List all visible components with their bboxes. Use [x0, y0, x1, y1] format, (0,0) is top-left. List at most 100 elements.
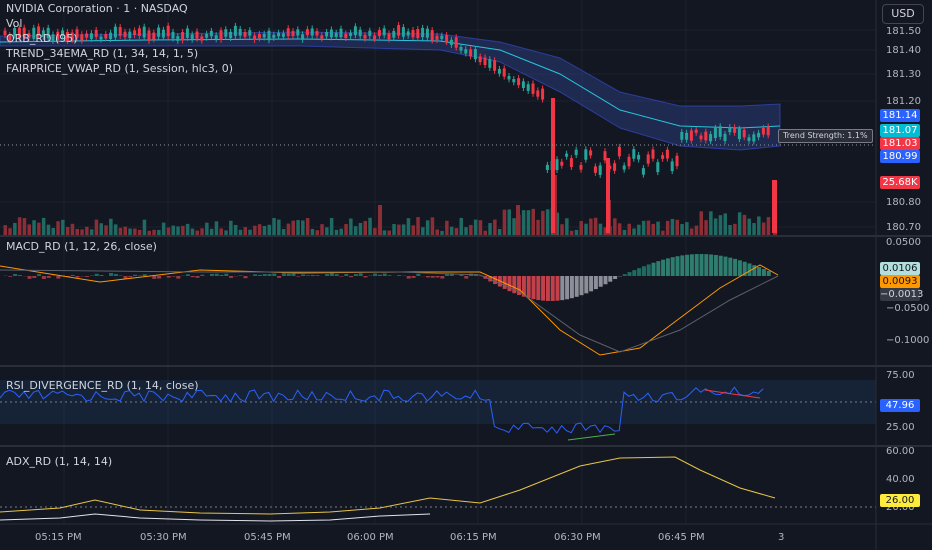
volume-bar [747, 218, 751, 235]
volume-bar [147, 230, 151, 235]
macd-tick: −0.1000 [886, 335, 930, 346]
volume-bar [329, 217, 334, 235]
currency-button[interactable]: USD [882, 4, 924, 24]
time-tick: 06:30 PM [554, 532, 601, 543]
volume-bar [459, 217, 463, 235]
macd-histogram-bar [641, 266, 646, 276]
volume-bar [233, 224, 238, 235]
volume-bar [651, 223, 655, 235]
volume-bar [478, 220, 483, 235]
volume-bar [238, 229, 243, 235]
volume-bar [449, 226, 454, 235]
candle-body [305, 29, 309, 36]
adx-tick: 40.00 [886, 474, 915, 485]
rsi-title[interactable]: RSI_DIVERGENCE_RD (1, 14, close) [6, 379, 199, 392]
macd-line [0, 264, 779, 356]
macd-histogram-bar [32, 276, 37, 278]
candle-body [497, 68, 501, 74]
macd-title[interactable]: MACD_RD (1, 12, 26, close) [6, 240, 157, 253]
macd-histogram-bar [459, 274, 464, 276]
volume-bar [613, 218, 617, 235]
macd-histogram-bar [521, 276, 526, 297]
volume-bar [497, 228, 502, 235]
candle-body [551, 98, 555, 233]
macd-histogram-bar [334, 274, 339, 276]
volume-bar [464, 227, 468, 235]
price-tag-last: 181.03 [880, 137, 920, 150]
macd-histogram-bar [622, 274, 627, 276]
macd-histogram-bar [449, 273, 454, 276]
macd-histogram-bar [680, 255, 685, 276]
volume-bar [699, 211, 703, 235]
volume-bar [32, 220, 36, 235]
price-tick: 181.40 [886, 45, 921, 56]
candle-body [483, 57, 487, 65]
volume-bar [272, 218, 276, 235]
volume-bar [536, 219, 540, 235]
candle-body [13, 28, 17, 36]
candle-body [229, 31, 233, 39]
candle-body [190, 34, 194, 40]
candle-body [445, 35, 449, 42]
candle-body [224, 29, 228, 37]
macd-histogram-bar [464, 276, 469, 279]
volume-bar [315, 230, 319, 235]
candle-body [488, 59, 492, 68]
macd-histogram-bar [353, 274, 358, 276]
volume-bar [185, 223, 190, 235]
candle-body [632, 149, 636, 159]
indicator-vol[interactable]: Vol [6, 17, 23, 30]
candle-body [704, 131, 708, 141]
candle-body [200, 36, 204, 41]
macd-histogram-bar [670, 257, 675, 276]
macd-histogram-bar [267, 274, 272, 276]
candle-body [699, 135, 703, 140]
volume-bar [445, 220, 449, 235]
indicator-orb[interactable]: ORB_RD (95) [6, 32, 78, 45]
volume-bar [435, 229, 439, 235]
candle-body [584, 149, 588, 160]
volume-bar [277, 219, 281, 235]
volume-bar [545, 209, 550, 235]
macd-histogram-bar [608, 276, 613, 282]
volume-bar [301, 220, 305, 235]
indicator-trend[interactable]: TREND_34EMA_RD (1, 34, 14, 1, 5) [6, 47, 199, 60]
macd-histogram-bar [445, 273, 450, 276]
macd-histogram-bar [574, 276, 579, 297]
price-tick: 181.20 [886, 96, 921, 107]
indicator-fairprice[interactable]: FAIRPRICE_VWAP_RD (1, Session, hlc3, 0) [6, 62, 234, 75]
macd-histogram-bar [142, 274, 147, 276]
volume-bar [89, 229, 94, 235]
volume-bar [579, 221, 583, 235]
macd-histogram-bar [301, 274, 306, 276]
volume-tag: 25.68K [880, 176, 920, 189]
volume-bar [37, 222, 41, 235]
candle-body [363, 34, 367, 39]
symbol-title[interactable]: NVIDIA Corporation · 1 · NASDAQ [6, 2, 188, 15]
candle-body [339, 28, 343, 38]
volume-bar [421, 227, 425, 235]
price-tag-orb-high: 181.14 [880, 109, 920, 122]
volume-bar [569, 230, 574, 235]
volume-bar [728, 224, 732, 235]
macd-histogram-bar [406, 276, 411, 279]
volume-bar [632, 228, 636, 235]
volume-bar [661, 230, 665, 235]
candle-body [22, 27, 26, 38]
macd-histogram-bar [171, 276, 176, 277]
macd-histogram-bar [675, 256, 680, 276]
candle-body [565, 153, 569, 157]
candle-body [651, 149, 655, 159]
candle-body [109, 32, 113, 39]
volume-bar [70, 223, 75, 235]
adx-title[interactable]: ADX_RD (1, 14, 14) [6, 455, 113, 468]
macd-histogram-bar [598, 276, 603, 287]
macd-histogram-bar [310, 274, 315, 276]
macd-histogram-bar [200, 274, 205, 276]
candle-body [603, 151, 607, 161]
candle-body [665, 149, 669, 159]
volume-bar [133, 228, 137, 235]
volume-bar [296, 220, 300, 235]
volume-bar [401, 224, 406, 235]
